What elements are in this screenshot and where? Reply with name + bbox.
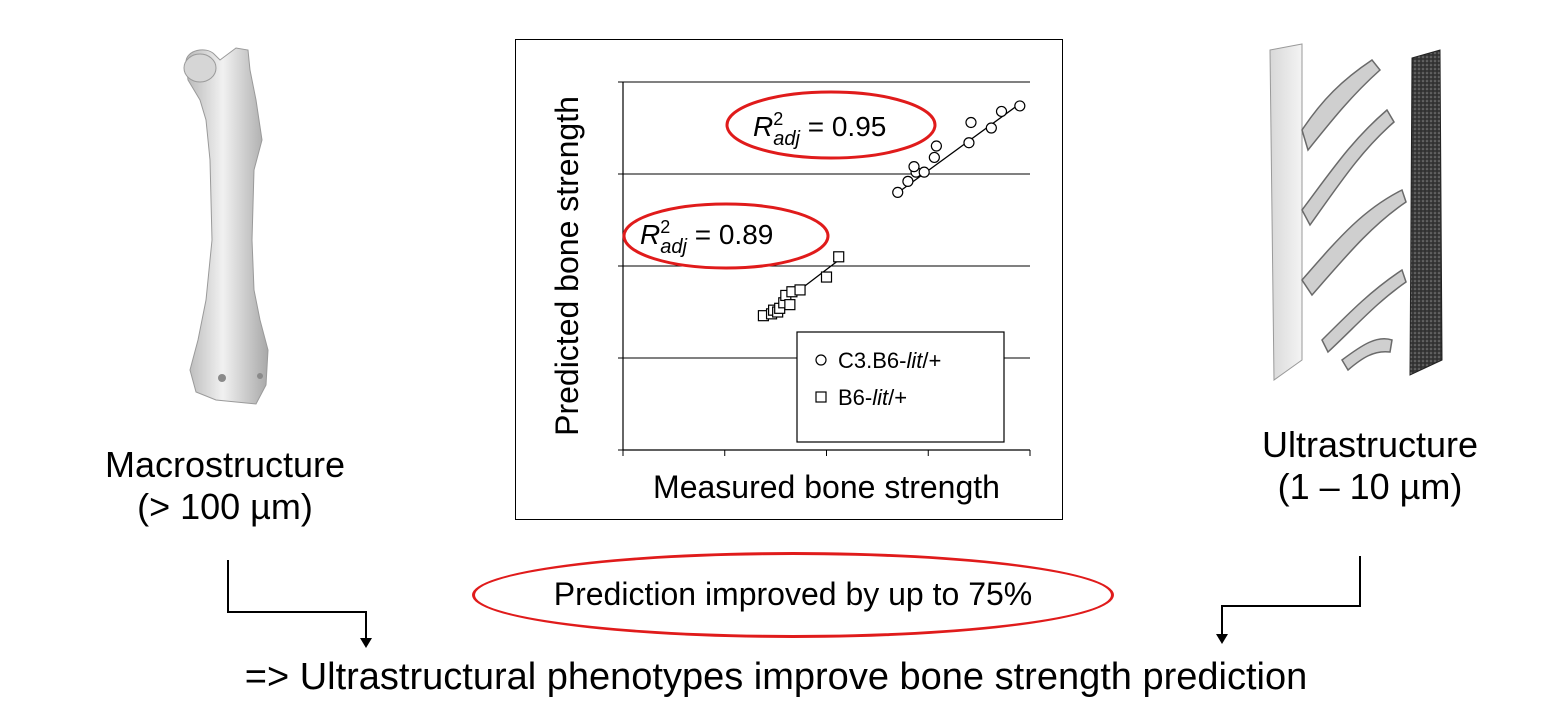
conclusion-text: => Ultrastructural phenotypes improve bo… xyxy=(244,656,1308,698)
ultrastructure-scale: (1 – 10 µm) xyxy=(1277,466,1463,507)
scatter-chart: Measured bone strength Predicted bone str… xyxy=(515,39,1063,520)
r2-ellipse-b6 xyxy=(622,202,830,270)
point-c3b6-10 xyxy=(995,105,1008,118)
point-c3b6-9 xyxy=(985,122,997,134)
prediction-callout-ellipse xyxy=(472,552,1114,638)
r2-label-c3b6: R2 adj = 0.95 xyxy=(753,109,886,150)
legend-marker-c3b6 xyxy=(815,354,827,366)
point-c3b6-5 xyxy=(928,151,940,164)
point-c3b6-3 xyxy=(908,161,920,173)
macrostructure-scale: (> 100 µm) xyxy=(137,486,313,527)
legend-marker-b6 xyxy=(815,391,827,403)
left-arrow-head xyxy=(360,638,372,648)
y-axis-label: Predicted bone strength xyxy=(549,96,585,436)
point-c3b6-8 xyxy=(965,116,977,129)
r2-label-b6: R2 adj = 0.89 xyxy=(640,217,773,258)
point-c3b6-1 xyxy=(902,175,914,187)
point-b6-10 xyxy=(820,271,833,283)
point-c3b6-6 xyxy=(930,140,942,152)
ultrastructure-label: Ultrastructure xyxy=(1261,424,1479,465)
right-arrow-head xyxy=(1216,634,1228,644)
r2-ellipse-c3b6 xyxy=(725,90,937,160)
femur-bone-image xyxy=(183,47,269,405)
prediction-callout: Prediction improved by up to 75% xyxy=(472,552,1114,638)
ultrastructure-caption: Ultrastructure (1 – 10 µm) xyxy=(1205,424,1535,508)
x-axis-label: Measured bone strength xyxy=(653,469,1000,505)
prediction-callout-text: Prediction improved by up to 75% xyxy=(553,576,1033,612)
point-b6-11 xyxy=(833,251,845,263)
macrostructure-label: Macrostructure xyxy=(104,444,346,485)
right-arrow-line xyxy=(1221,556,1361,636)
point-c3b6-7 xyxy=(963,137,975,149)
point-b6-7 xyxy=(784,299,796,311)
legend-box xyxy=(796,331,1005,443)
macrostructure-caption: Macrostructure (> 100 µm) xyxy=(60,444,390,528)
point-c3b6-4 xyxy=(918,166,930,178)
legend-label-c3b6: C3.B6-lit/+ xyxy=(838,348,941,373)
legend-label-b6: B6-lit/+ xyxy=(838,385,907,410)
point-c3b6-11 xyxy=(1014,100,1026,112)
left-arrow-line xyxy=(227,560,367,640)
point-b6-9 xyxy=(794,284,806,296)
ultrastructure-image xyxy=(1269,43,1443,381)
point-c3b6-0 xyxy=(892,186,904,198)
trendline-c3b6 xyxy=(895,101,1023,195)
chart-canvas: Measured bone strength Predicted bone str… xyxy=(549,81,1031,505)
